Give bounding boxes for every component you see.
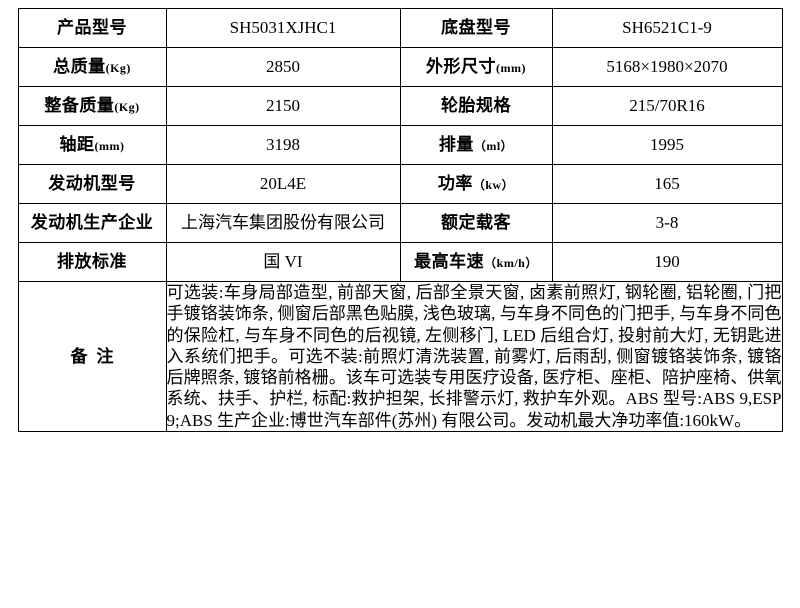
row-value-displacement: 1995 [551, 125, 783, 165]
row-value-curb-mass: 2150 [165, 86, 401, 126]
row-label-power: 功率（kw） [399, 164, 553, 204]
row-value-gross-mass: 2850 [165, 47, 401, 87]
row-label-engine-manufacturer: 发动机生产企业 [17, 203, 167, 243]
row-value-product-model: SH5031XJHC1 [165, 8, 401, 48]
row-label-rated-passengers: 额定载客 [399, 203, 553, 243]
row-value-remark: 可选装:车身局部造型, 前部天窗, 后部全景天窗, 卤素前照灯, 钢轮圈, 铝轮… [165, 281, 783, 432]
row-label-product-model: 产品型号 [17, 8, 167, 48]
row-label-chassis-model: 底盘型号 [399, 8, 553, 48]
table-row: 产品型号 SH5031XJHC1 底盘型号 SH6521C1-9 [17, 8, 783, 48]
row-label-engine-model: 发动机型号 [17, 164, 167, 204]
table-row: 排放标准 国 VI 最高车速（km/h） 190 [17, 242, 783, 282]
row-label-wheelbase: 轴距(mm) [17, 125, 167, 165]
row-value-rated-passengers: 3-8 [551, 203, 783, 243]
row-label-displacement: 排量（ml） [399, 125, 553, 165]
row-value-power: 165 [551, 164, 783, 204]
row-label-tire-spec: 轮胎规格 [399, 86, 553, 126]
table-row: 总质量(Kg) 2850 外形尺寸(mm) 5168×1980×2070 [17, 47, 783, 87]
row-value-dimensions: 5168×1980×2070 [551, 47, 783, 87]
vehicle-spec-table: 产品型号 SH5031XJHC1 底盘型号 SH6521C1-9 总质量(Kg)… [17, 8, 783, 432]
row-label-dimensions: 外形尺寸(mm) [399, 47, 553, 87]
row-label-curb-mass: 整备质量(Kg) [17, 86, 167, 126]
row-value-wheelbase: 3198 [165, 125, 401, 165]
row-value-engine-manufacturer: 上海汽车集团股份有限公司 [165, 203, 401, 243]
row-value-chassis-model: SH6521C1-9 [551, 8, 783, 48]
table-row: 轴距(mm) 3198 排量（ml） 1995 [17, 125, 783, 165]
row-label-gross-mass: 总质量(Kg) [17, 47, 167, 87]
row-label-max-speed: 最高车速（km/h） [399, 242, 553, 282]
table-row: 整备质量(Kg) 2150 轮胎规格 215/70R16 [17, 86, 783, 126]
row-value-engine-model: 20L4E [165, 164, 401, 204]
table-row: 发动机型号 20L4E 功率（kw） 165 [17, 164, 783, 204]
spec-table-body: 产品型号 SH5031XJHC1 底盘型号 SH6521C1-9 总质量(Kg)… [17, 8, 783, 432]
remark-text: 可选装:车身局部造型, 前部天窗, 后部全景天窗, 卤素前照灯, 钢轮圈, 铝轮… [166, 283, 782, 430]
row-label-emission-standard: 排放标准 [17, 242, 167, 282]
row-label-remark: 备注 [17, 281, 167, 432]
row-value-tire-spec: 215/70R16 [551, 86, 783, 126]
row-value-emission-standard: 国 VI [165, 242, 401, 282]
table-row-remark: 备注 可选装:车身局部造型, 前部天窗, 后部全景天窗, 卤素前照灯, 钢轮圈,… [17, 281, 783, 432]
table-row: 发动机生产企业 上海汽车集团股份有限公司 额定载客 3-8 [17, 203, 783, 243]
row-value-max-speed: 190 [551, 242, 783, 282]
